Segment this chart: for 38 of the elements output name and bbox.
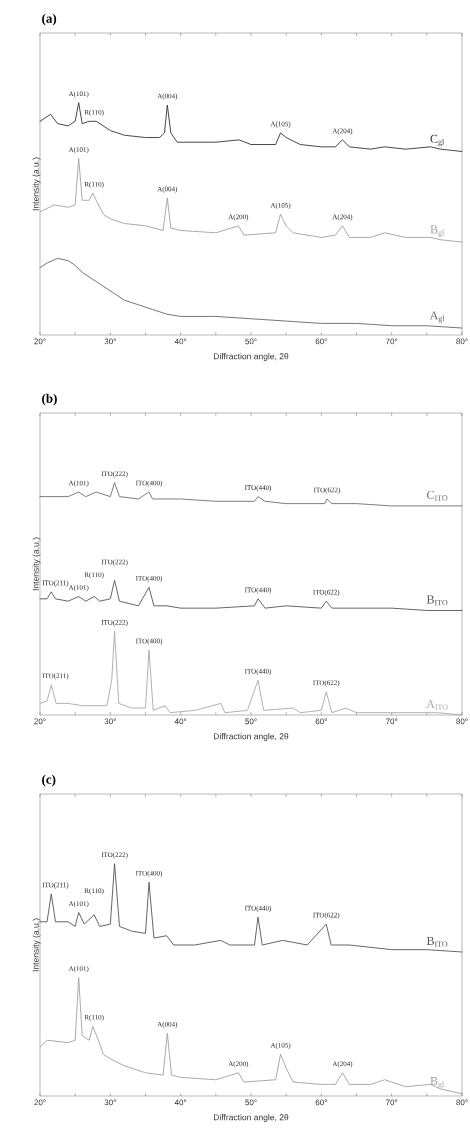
chart-title: (a) xyxy=(42,13,57,26)
x-tick-label: 20° xyxy=(34,338,46,345)
x-tick-label: 60° xyxy=(315,1099,327,1106)
x-tick-label: 40° xyxy=(174,1099,187,1106)
y-axis-title: Intensity (a.u.) xyxy=(32,918,41,972)
x-tick-label: 80° xyxy=(456,1099,468,1106)
x-axis-title: Diffraction angle, 2θ xyxy=(213,733,289,741)
x-tick-label: 40° xyxy=(174,718,187,725)
chart-title: (b) xyxy=(42,393,57,406)
x-tick-label: 20° xyxy=(34,718,46,725)
y-axis-title: Intensity (a.u.) xyxy=(32,537,41,591)
x-tick-label: 70° xyxy=(386,338,398,345)
x-tick-label: 70° xyxy=(386,718,398,725)
x-tick-label: 30° xyxy=(104,1099,116,1106)
x-tick-label: 50° xyxy=(245,338,257,345)
x-tick-label: 30° xyxy=(104,718,116,725)
x-axis-title: Diffraction angle, 2θ xyxy=(213,1114,289,1122)
series-label: B$_{gl}$ xyxy=(430,1077,445,1089)
x-tick-label: 80° xyxy=(456,338,468,345)
series-label: B$_{gl}$ xyxy=(430,225,445,237)
x-tick-label: 40° xyxy=(174,338,187,345)
x-tick-label: 60° xyxy=(315,338,327,345)
series-label: A$_{ITO}$ xyxy=(426,700,448,710)
x-tick-label: 50° xyxy=(245,718,257,725)
series-label: B$_{ITO}$ xyxy=(426,937,448,947)
x-tick-label: 30° xyxy=(104,338,116,345)
x-tick-label: 50° xyxy=(245,1099,257,1106)
y-axis-title: Intensity (a.u.) xyxy=(32,157,41,211)
x-tick-label: 60° xyxy=(315,718,327,725)
chart-title: (c) xyxy=(42,774,56,787)
x-tick-label: 80° xyxy=(456,718,468,725)
series-label: A$_{gl}$ xyxy=(429,311,445,323)
x-tick-label: 70° xyxy=(386,1099,398,1106)
x-axis-title: Diffraction angle, 2θ xyxy=(213,353,289,361)
series-label: B$_{ITO}$ xyxy=(426,595,448,606)
series-label: C$_{ITO}$ xyxy=(427,490,448,501)
series-label: C$_{gl}$ xyxy=(430,134,445,147)
x-tick-label: 20° xyxy=(34,1099,46,1106)
